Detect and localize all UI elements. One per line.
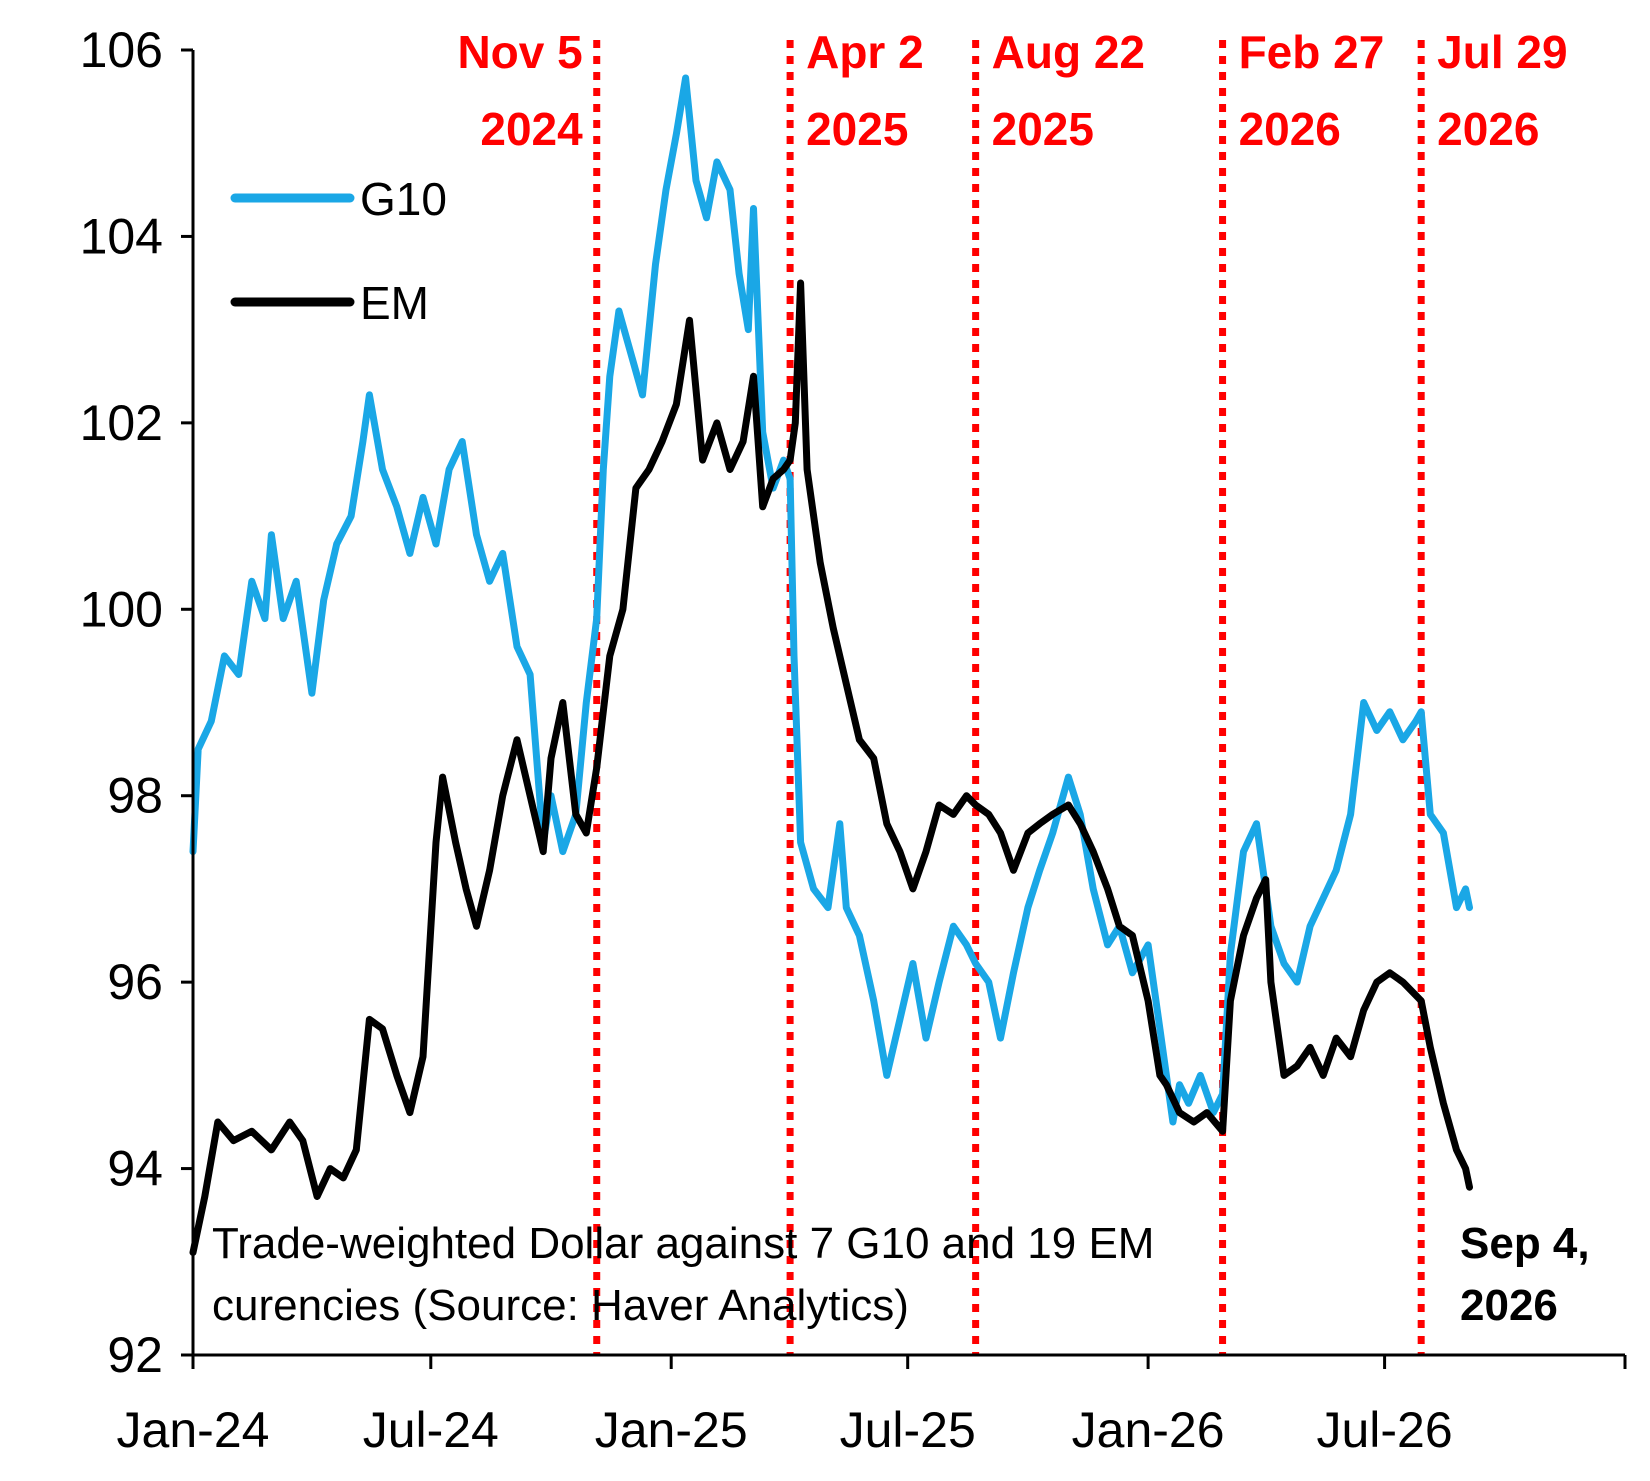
y-tick-label-6: 104 (80, 208, 163, 264)
series-line-em (189, 279, 1473, 1256)
event-label-1-line-1: Apr 2 (806, 26, 924, 78)
series-lines (189, 74, 1473, 1256)
x-tick-label-3: Jul-25 (840, 1402, 976, 1458)
source-note-line-1: Trade-weighted Dollar against 7 G10 and … (212, 1219, 1154, 1268)
y-tick-label-0: 92 (107, 1327, 163, 1383)
x-tick-label-5: Jul-26 (1316, 1402, 1452, 1458)
y-tick-label-1: 94 (107, 1141, 163, 1197)
y-tick-label-7: 106 (80, 22, 163, 78)
y-tick-label-3: 98 (107, 768, 163, 824)
event-label-0-line-1: Nov 5 (457, 26, 582, 78)
event-label-2-line-1: Aug 22 (992, 26, 1145, 78)
annotations: Trade-weighted Dollar against 7 G10 and … (212, 1219, 1590, 1330)
event-label-4-line-1: Jul 29 (1437, 26, 1567, 78)
legend: G10 EM (230, 173, 447, 329)
event-label-1-line-2: 2025 (806, 103, 908, 155)
event-label-3-line-1: Feb 27 (1239, 26, 1385, 78)
x-tick-label-1: Jul-24 (363, 1402, 499, 1458)
series-line-g10 (189, 74, 1473, 1126)
event-label-3-line-2: 2026 (1239, 103, 1341, 155)
axes: 92 94 96 98 100 102 104 106 Jan-24 Jul-24 Jan-25 Ju… (80, 22, 1627, 1458)
end-date-label-line-1: Sep 4, (1460, 1219, 1590, 1268)
x-tick-label-0: Jan-24 (117, 1402, 270, 1458)
x-tick-label-4: Jan-26 (1072, 1402, 1225, 1458)
event-markers: Nov 5 2024 Apr 2 2025 Aug 22 2025 Feb 27 2026 Ju… (457, 26, 1568, 1355)
event-label-2-line-2: 2025 (992, 103, 1094, 155)
legend-label-g10: G10 (360, 173, 447, 225)
y-tick-label-2: 96 (107, 954, 163, 1010)
y-tick-label-4: 100 (80, 581, 163, 637)
x-tick-label-2: Jan-25 (595, 1402, 748, 1458)
legend-label-em: EM (360, 277, 429, 329)
event-label-4-line-2: 2026 (1437, 103, 1539, 155)
source-note-line-2: curencies (Source: Haver Analytics) (212, 1281, 909, 1330)
end-date-label-line-2: 2026 (1460, 1281, 1558, 1330)
event-label-0-line-2: 2024 (480, 103, 583, 155)
y-tick-label-5: 102 (80, 395, 163, 451)
